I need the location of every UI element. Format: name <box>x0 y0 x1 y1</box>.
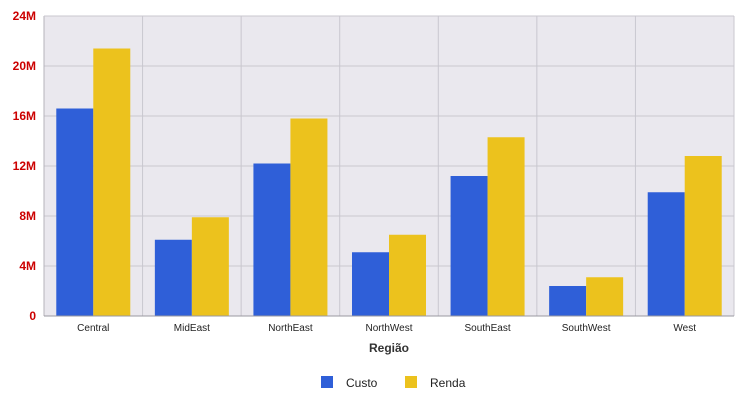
legend-swatch-renda <box>405 376 417 388</box>
bar-renda-southeast[interactable] <box>487 137 525 316</box>
gridlines <box>44 15 734 316</box>
x-tick-label: MidEast <box>174 323 210 334</box>
legend: Custo Renda <box>321 376 466 390</box>
y-tick-label: 0 <box>29 309 36 323</box>
y-tick-label: 4M <box>19 259 36 273</box>
x-tick-label: NorthEast <box>268 323 313 334</box>
bar-custo-northeast[interactable] <box>253 163 291 317</box>
x-tick-label: NorthWest <box>365 323 412 334</box>
bars <box>56 48 722 317</box>
bar-renda-northwest[interactable] <box>389 234 426 316</box>
bar-custo-southwest[interactable] <box>549 286 587 316</box>
x-tick-label: SouthWest <box>562 323 611 334</box>
axes: 0 4M 8M 12M 16M 20M 24M Central MidEast NorthEast… <box>13 9 735 334</box>
legend-swatch-custo <box>321 376 333 388</box>
legend-label-custo: Custo <box>346 376 378 390</box>
y-tick-label: 20M <box>13 59 36 73</box>
y-tick-label: 12M <box>13 159 36 173</box>
bar-custo-west[interactable] <box>647 192 685 316</box>
legend-label-renda: Renda <box>430 376 466 390</box>
x-tick-label: SouthEast <box>464 323 510 334</box>
x-axis-title: Região <box>369 341 409 355</box>
bar-renda-northeast[interactable] <box>290 118 328 317</box>
y-tick-label: 24M <box>13 9 36 23</box>
x-tick-label: West <box>673 323 696 334</box>
bar-renda-west[interactable] <box>684 156 722 316</box>
bar-custo-mideast[interactable] <box>154 239 192 316</box>
bar-renda-central[interactable] <box>93 48 131 317</box>
bar-custo-southeast[interactable] <box>450 176 488 316</box>
y-tick-label: 16M <box>13 109 36 123</box>
x-tick-label: Central <box>77 323 109 334</box>
bar-renda-mideast[interactable] <box>191 217 229 316</box>
y-tick-label: 8M <box>19 209 36 223</box>
bar-custo-northwest[interactable] <box>352 252 389 316</box>
bar-custo-central[interactable] <box>56 108 94 317</box>
bar-renda-southwest[interactable] <box>586 277 624 316</box>
